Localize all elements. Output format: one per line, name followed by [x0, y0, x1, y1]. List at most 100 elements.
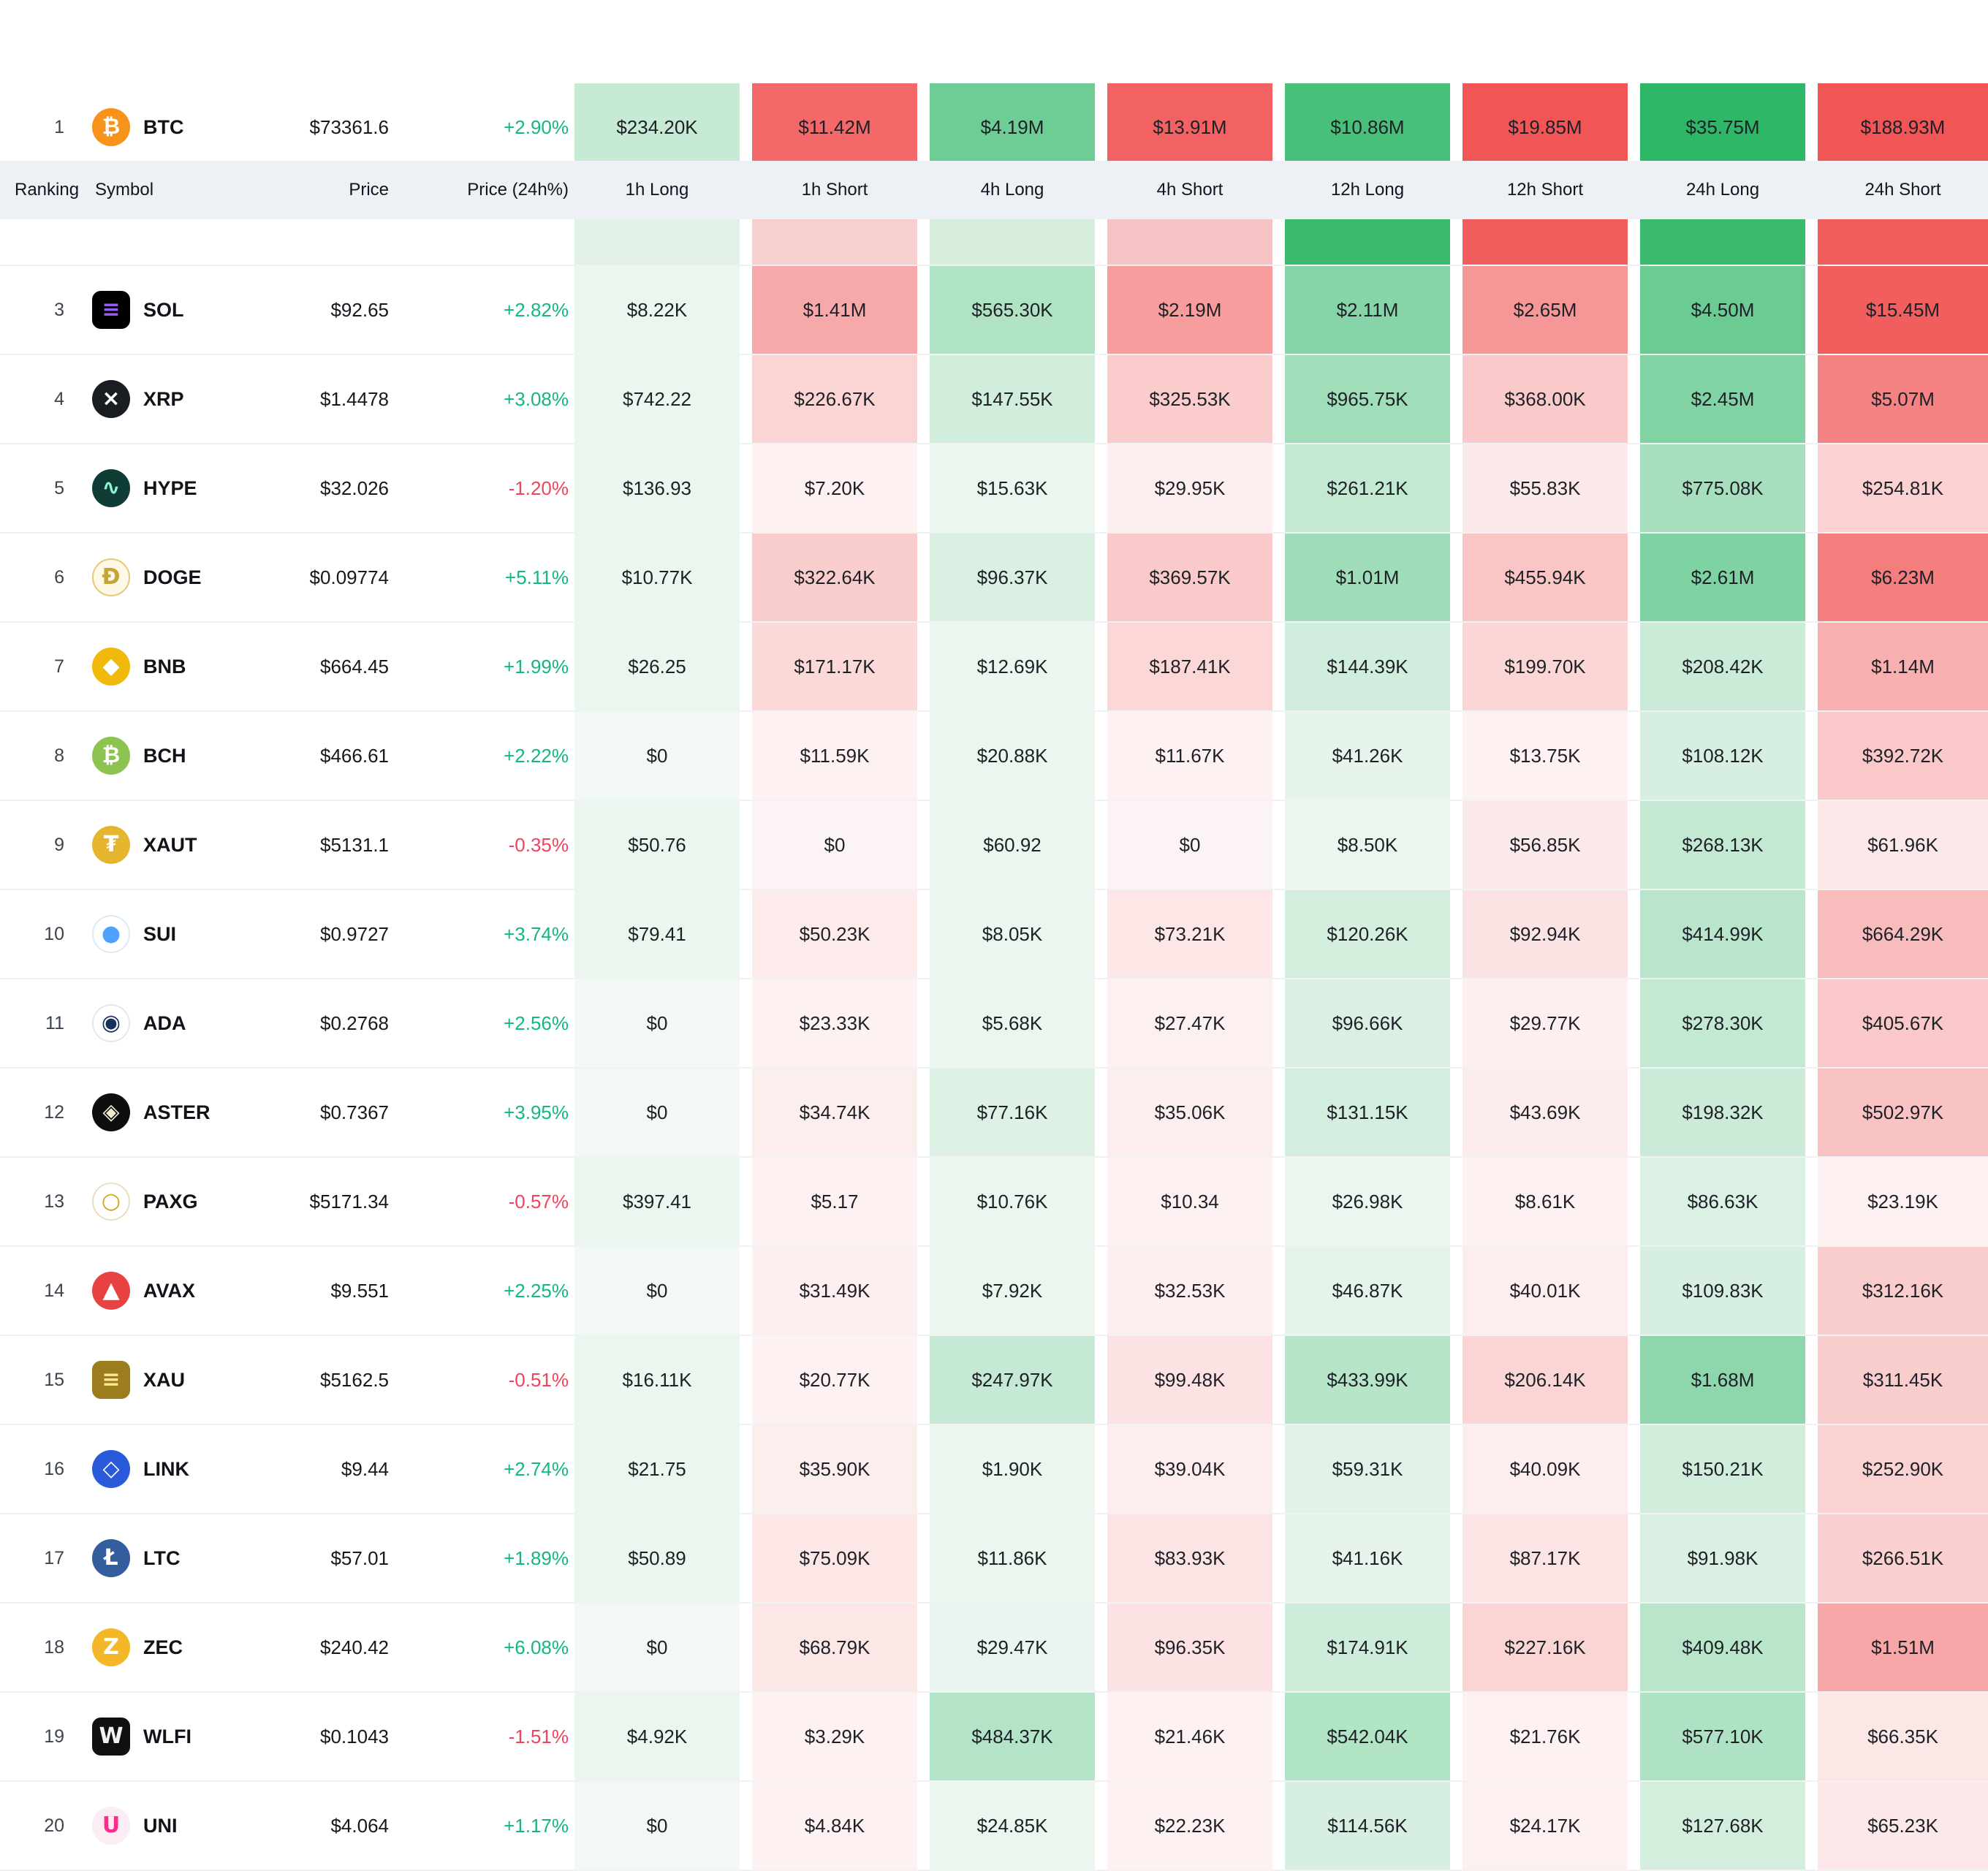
h24-short-cell: $312.16K: [1818, 1247, 1988, 1335]
bch-icon: ₿: [92, 737, 130, 775]
price-change-cell: +3.74%: [504, 922, 569, 945]
h24-long-cell: $86.63K: [1640, 1158, 1805, 1245]
ranking-cell: 19: [44, 1726, 64, 1747]
h24-long-cell: $109.83K: [1640, 1247, 1805, 1335]
h24-short-cell: $252.90K: [1818, 1425, 1988, 1513]
h1-long-cell: $79.41: [574, 890, 740, 978]
h4-long-cell: $60.92: [930, 801, 1095, 889]
h24-long-cell: $91.98K: [1640, 1514, 1805, 1602]
table-row[interactable]: 20 U UNI $4.064 +1.17% $0 $4.84K $24.85K $22.23K…: [0, 1782, 1988, 1871]
column-header-h12-short[interactable]: 12h Short: [1506, 180, 1584, 200]
column-header-h24-short[interactable]: 24h Short: [1864, 180, 1941, 200]
price-cell: $0.2768: [320, 1012, 389, 1034]
column-header-ranking[interactable]: Ranking: [15, 180, 80, 200]
h4-long-cell: $10.76K: [930, 1158, 1095, 1245]
h4-short-cell: $35.06K: [1107, 1069, 1272, 1156]
column-header-h4-long[interactable]: 4h Long: [980, 180, 1044, 200]
column-header-h12-long[interactable]: 12h Long: [1330, 180, 1405, 200]
top-whitespace: [0, 0, 1988, 83]
table-row[interactable]: 9 ₮ XAUT $5131.1 -0.35% $50.76 $0 $60.92 $0 $8.50…: [0, 801, 1988, 890]
price-cell: $92.65: [330, 298, 389, 321]
h4-short-cell: $11.67K: [1107, 712, 1272, 800]
price-change-cell: +2.56%: [504, 1012, 569, 1034]
table-row[interactable]: 6 Ð DOGE $0.09774 +5.11% $10.77K $322.64K $96.3…: [0, 534, 1988, 623]
masked-cell: [1818, 219, 1988, 265]
h4-long-cell: $565.30K: [930, 266, 1095, 354]
table-row[interactable]: 13 ○ PAXG $5171.34 -0.57% $397.41 $5.17 $10.76K…: [0, 1158, 1988, 1247]
h4-long-cell: $96.37K: [930, 534, 1095, 621]
table-row[interactable]: 5 ∿ HYPE $32.026 -1.20% $136.93 $7.20K $15.63K $…: [0, 444, 1988, 534]
table-row[interactable]: 10 ● SUI $0.9727 +3.74% $79.41 $50.23K $8.05K $7…: [0, 890, 1988, 979]
table-row[interactable]: 18 Z ZEC $240.42 +6.08% $0 $68.79K $29.47K $96.3…: [0, 1604, 1988, 1693]
h24-long-cell: $127.68K: [1640, 1782, 1805, 1870]
table-row[interactable]: 12 ◈ ASTER $0.7367 +3.95% $0 $34.74K $77.16K $35…: [0, 1069, 1988, 1158]
h12-short-cell: $368.00K: [1462, 355, 1628, 443]
symbol-label: XAUT: [143, 833, 197, 856]
h4-short-cell: $27.47K: [1107, 979, 1272, 1067]
h12-short-cell: $56.85K: [1462, 801, 1628, 889]
h24-short-cell: $15.45M: [1818, 266, 1988, 354]
partially-hidden-row[interactable]: [0, 219, 1988, 266]
masked-cell: [1462, 219, 1628, 265]
table-row[interactable]: 1 ₿ BTC $73361.6 +2.90% $234.20K $11.42M $4.19M…: [0, 83, 1988, 172]
price-change-cell: +3.95%: [504, 1101, 569, 1123]
h12-short-cell: $40.01K: [1462, 1247, 1628, 1335]
symbol-label: ZEC: [143, 1636, 183, 1658]
xrp-icon: ×: [92, 380, 130, 418]
table-row[interactable]: 7 ◆ BNB $664.45 +1.99% $26.25 $171.17K $12.69K $…: [0, 623, 1988, 712]
h24-short-cell: $61.96K: [1818, 801, 1988, 889]
masked-cell: [1107, 219, 1272, 265]
table-row[interactable]: 11 ◉ ADA $0.2768 +2.56% $0 $23.33K $5.68K $27.47…: [0, 979, 1988, 1069]
h4-long-cell: $11.86K: [930, 1514, 1095, 1602]
paxg-icon: ○: [92, 1183, 130, 1221]
h12-long-cell: $965.75K: [1285, 355, 1450, 443]
h4-short-cell: $369.57K: [1107, 534, 1272, 621]
ranking-cell: 6: [54, 566, 64, 588]
h1-short-cell: $7.20K: [752, 444, 917, 532]
price-change-cell: -1.20%: [508, 477, 569, 499]
column-header-change[interactable]: Price (24h%): [467, 180, 569, 200]
symbol-cell: U UNI: [82, 1782, 243, 1870]
symbol-label: PAXG: [143, 1190, 198, 1212]
ranking-cell: 14: [44, 1280, 64, 1301]
column-header-h24-long[interactable]: 24h Long: [1685, 180, 1760, 200]
h24-long-cell: $4.50M: [1640, 266, 1805, 354]
h12-long-cell: $41.26K: [1285, 712, 1450, 800]
hype-icon: ∿: [92, 469, 130, 507]
ranking-cell: 12: [44, 1101, 64, 1123]
h12-short-cell: $55.83K: [1462, 444, 1628, 532]
ranking-cell: 8: [54, 745, 64, 766]
column-header-price[interactable]: Price: [349, 180, 389, 200]
h24-short-cell: $6.23M: [1818, 534, 1988, 621]
h4-short-cell: $22.23K: [1107, 1782, 1272, 1870]
avax-icon: ▲: [92, 1272, 130, 1310]
column-header-symbol[interactable]: Symbol: [95, 180, 154, 200]
table-row[interactable]: 8 ₿ BCH $466.61 +2.22% $0 $11.59K $20.88K $11.67…: [0, 712, 1988, 801]
table-row[interactable]: 4 × XRP $1.4478 +3.08% $742.22 $226.67K $147.55…: [0, 355, 1988, 444]
h24-short-cell: $66.35K: [1818, 1693, 1988, 1780]
symbol-cell: ▲ AVAX: [82, 1247, 243, 1335]
h1-long-cell: $50.76: [574, 801, 740, 889]
table-row[interactable]: 15 ≡ XAU $5162.5 -0.51% $16.11K $20.77K $247.97…: [0, 1336, 1988, 1425]
h4-short-cell: $2.19M: [1107, 266, 1272, 354]
h12-short-cell: $2.65M: [1462, 266, 1628, 354]
table-row[interactable]: 17 Ł LTC $57.01 +1.89% $50.89 $75.09K $11.86K $8…: [0, 1514, 1988, 1604]
price-cell: $664.45: [320, 655, 389, 678]
h4-long-cell: $1.90K: [930, 1425, 1095, 1513]
column-header-h1-long[interactable]: 1h Long: [625, 180, 689, 200]
h24-short-cell: $1.51M: [1818, 1604, 1988, 1691]
link-icon: ◇: [92, 1450, 130, 1488]
h1-short-cell: $23.33K: [752, 979, 917, 1067]
table-row[interactable]: 16 ◇ LINK $9.44 +2.74% $21.75 $35.90K $1.90K $39…: [0, 1425, 1988, 1514]
xaut-icon: ₮: [92, 826, 130, 864]
table-row[interactable]: 14 ▲ AVAX $9.551 +2.25% $0 $31.49K $7.92K $32.53…: [0, 1247, 1988, 1336]
h24-long-cell: $198.32K: [1640, 1069, 1805, 1156]
h1-short-cell: $20.77K: [752, 1336, 917, 1424]
column-header-h1-short[interactable]: 1h Short: [801, 180, 868, 200]
column-header-h4-short[interactable]: 4h Short: [1156, 180, 1223, 200]
table-row[interactable]: 19 W WLFI $0.1043 -1.51% $4.92K $3.29K $484.37K…: [0, 1693, 1988, 1782]
h24-short-cell: $392.72K: [1818, 712, 1988, 800]
h12-long-cell: $174.91K: [1285, 1604, 1450, 1691]
table-row[interactable]: 3 ≡ SOL $92.65 +2.82% $8.22K $1.41M $565.30K $2.…: [0, 266, 1988, 355]
